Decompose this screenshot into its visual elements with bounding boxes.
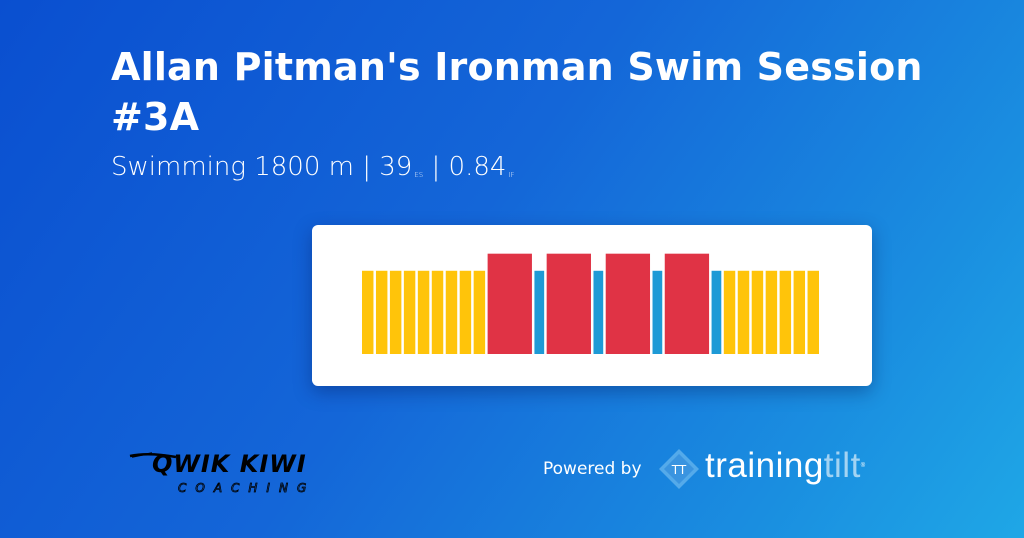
interval-block-yellow bbox=[431, 270, 444, 354]
registered-mark: ® bbox=[860, 463, 866, 469]
interval-block-yellow bbox=[417, 270, 430, 354]
workout-profile-card bbox=[312, 225, 872, 386]
qwik-kiwi-coaching-logo: QWIK KIWI COACHING bbox=[129, 450, 315, 495]
workout-profile-chart bbox=[362, 253, 819, 354]
interval-block-yellow bbox=[793, 270, 806, 354]
interval-block-blue bbox=[711, 270, 722, 354]
interval-block-yellow bbox=[389, 270, 402, 354]
interval-block-yellow bbox=[473, 270, 486, 354]
sport-distance-es: Swimming 1800 m | 39 bbox=[111, 152, 413, 182]
brand-training: training bbox=[705, 446, 824, 485]
interval-block-red bbox=[664, 253, 710, 354]
tt-icon-text: TT bbox=[671, 463, 687, 477]
interval-block-red bbox=[546, 253, 591, 354]
if-unit: IF bbox=[508, 171, 515, 179]
interval-block-red bbox=[605, 253, 651, 354]
trainingtilt-diamond-icon: TT bbox=[659, 449, 699, 489]
interval-block-yellow bbox=[459, 270, 472, 354]
interval-block-yellow bbox=[765, 270, 778, 354]
interval-block-yellow bbox=[807, 270, 819, 354]
page-title: Allan Pitman's Ironman Swim Session #3A bbox=[111, 45, 923, 139]
qwik-kiwi-text: QWIK KIWI bbox=[152, 450, 307, 478]
interval-block-blue bbox=[652, 270, 663, 354]
interval-block-yellow bbox=[779, 270, 792, 354]
if-value: | 0.84 bbox=[423, 152, 507, 182]
interval-block-yellow bbox=[723, 270, 736, 354]
trainingtilt-logo: trainingtilt® bbox=[705, 446, 866, 486]
interval-block-yellow bbox=[375, 270, 388, 354]
interval-block-yellow bbox=[751, 270, 764, 354]
es-unit: ES bbox=[414, 171, 424, 179]
interval-block-red bbox=[487, 253, 532, 354]
coaching-text: COACHING bbox=[178, 481, 315, 495]
interval-block-yellow bbox=[737, 270, 750, 354]
workout-summary: Swimming 1800 m | 39 ES | 0.84 IF bbox=[111, 151, 515, 191]
powered-by-label: Powered by bbox=[543, 459, 642, 479]
brand-tilt: tilt bbox=[823, 446, 861, 485]
interval-block-yellow bbox=[362, 270, 374, 354]
interval-block-blue bbox=[534, 270, 545, 354]
interval-block-yellow bbox=[445, 270, 458, 354]
interval-block-blue bbox=[593, 270, 604, 354]
interval-block-yellow bbox=[403, 270, 416, 354]
